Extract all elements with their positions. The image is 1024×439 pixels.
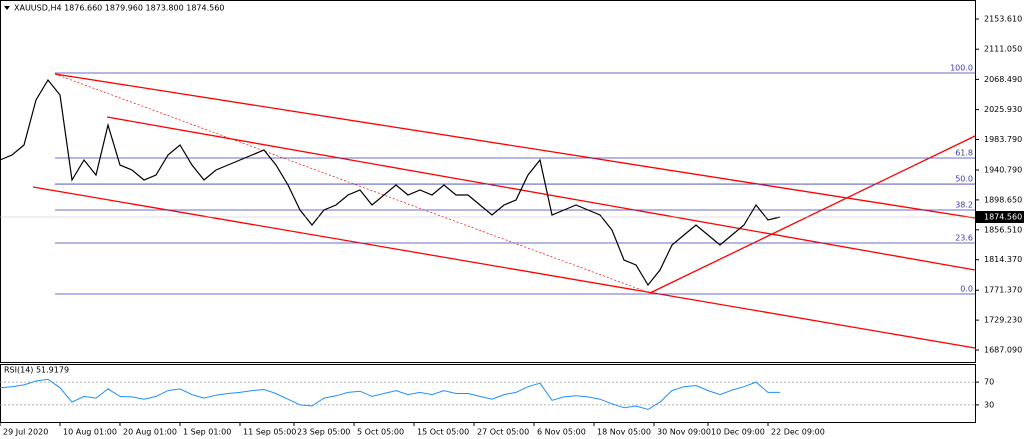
x-tick-label: 20 Aug 01:00: [123, 428, 177, 437]
y-tick-label: 1983.790: [984, 135, 1022, 144]
channel-upper: [54, 73, 976, 219]
last-price-label: 1874.560: [984, 213, 1022, 222]
fib-label: 23.6: [955, 234, 973, 243]
rsi-panel: [0, 364, 976, 423]
x-tick-label: 18 Nov 05:00: [597, 428, 651, 437]
fib-label: 38.2: [955, 201, 973, 210]
x-tick-label: 27 Oct 05:00: [477, 428, 529, 437]
support-line: [649, 135, 976, 294]
y-tick-label: 1856.510: [984, 225, 1022, 234]
y-tick-label: 2068.490: [984, 75, 1022, 84]
channel-lower: [32, 186, 976, 349]
x-tick-label: 29 Jul 2020: [3, 428, 48, 437]
y-tick-label: 1814.370: [984, 255, 1022, 264]
x-tick-label: 5 Oct 05:00: [357, 428, 404, 437]
rsi-tick-label: 70: [984, 378, 994, 387]
fib-label: 61.8: [955, 149, 973, 158]
chart-title: XAUUSD,H4 1876.660 1879.960 1873.800 187…: [14, 4, 224, 13]
fib-label: 50.0: [955, 175, 973, 184]
x-tick-label: 23 Sep 05:00: [297, 428, 350, 437]
rsi-line: [0, 378, 780, 411]
y-tick-label: 1940.790: [984, 166, 1022, 175]
fib-base: [54, 73, 651, 294]
rsi-tick-label: 30: [984, 400, 994, 409]
price-line: [0, 78, 781, 287]
y-tick-label: 1898.650: [984, 195, 1022, 204]
x-tick-label: 10 Dec 09:00: [711, 428, 765, 437]
y-tick-label: 2025.930: [984, 105, 1022, 114]
x-tick-label: 10 Aug 01:00: [63, 428, 117, 437]
x-tick-label: 15 Oct 05:00: [417, 428, 469, 437]
price-panel: [0, 0, 976, 363]
y-tick-label: 1687.090: [984, 346, 1022, 355]
channel-middle: [106, 116, 976, 271]
y-tick-label: 1771.370: [984, 286, 1022, 295]
fib-label: 0.0: [960, 285, 973, 294]
rsi-title: RSI(14) 51.9179: [4, 366, 69, 375]
fib-label: 100.0: [950, 64, 973, 73]
last-price-box: [975, 211, 1024, 224]
x-tick-label: 22 Dec 09:00: [771, 428, 825, 437]
menu-icon[interactable]: [4, 6, 10, 10]
x-tick-label: 11 Sep 05:00: [243, 428, 296, 437]
x-tick-label: 30 Nov 09:00: [657, 428, 711, 437]
y-tick-label: 2111.050: [984, 45, 1022, 54]
y-tick-label: 1729.230: [984, 316, 1022, 325]
x-tick-label: 6 Nov 05:00: [537, 428, 586, 437]
y-tick-label: 2153.610: [984, 15, 1022, 24]
trend-lines: [32, 73, 976, 349]
x-tick-label: 1 Sep 01:00: [183, 428, 231, 437]
